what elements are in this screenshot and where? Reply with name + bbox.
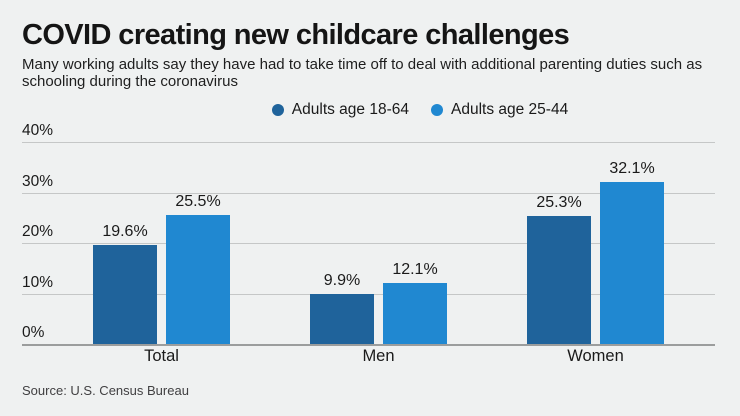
x-category-label: Total [144,347,179,365]
legend-dot-icon [271,104,284,116]
bar-value-label: 25.3% [536,194,582,212]
x-category-label: Women [567,347,624,365]
legend-dot-icon [431,104,443,116]
x-axis-line [22,344,715,346]
chart-subtitle: Many working adults say they have had to… [22,56,703,90]
source-note: Source: U.S. Census Bureau [22,383,189,398]
gridline [22,142,715,143]
bar [93,245,157,344]
y-tick-label: 30% [22,172,54,190]
bar-value-label: 9.9% [323,272,361,289]
y-tick-label: 40% [22,122,54,139]
bar [600,181,664,344]
bar-value-label: 32.1% [609,159,655,177]
x-category-label: Men [362,347,395,365]
bar-value-label: 19.6% [102,223,148,241]
bar-value-label: 25.5% [175,193,221,211]
legend-label: Adults age 25-44 [451,101,569,118]
bar [527,216,591,344]
legend: Adults age 18-64 Adults age 25-44 [0,101,740,119]
bar [166,215,230,344]
bar [383,282,447,344]
gridline [22,192,715,194]
gridline [22,243,715,244]
legend-item: Adults age 25-44 [431,101,568,119]
bar [310,294,374,344]
y-tick-label: 10% [22,273,54,291]
bar-value-label: 12.1% [392,260,438,278]
chart-title: COVID creating new childcare challenges [22,19,570,51]
y-tick-label: 0% [22,324,45,341]
legend-item: Adults age 18-64 [271,101,409,119]
legend-label: Adults age 18-64 [291,101,409,118]
y-tick-label: 20% [22,223,54,240]
